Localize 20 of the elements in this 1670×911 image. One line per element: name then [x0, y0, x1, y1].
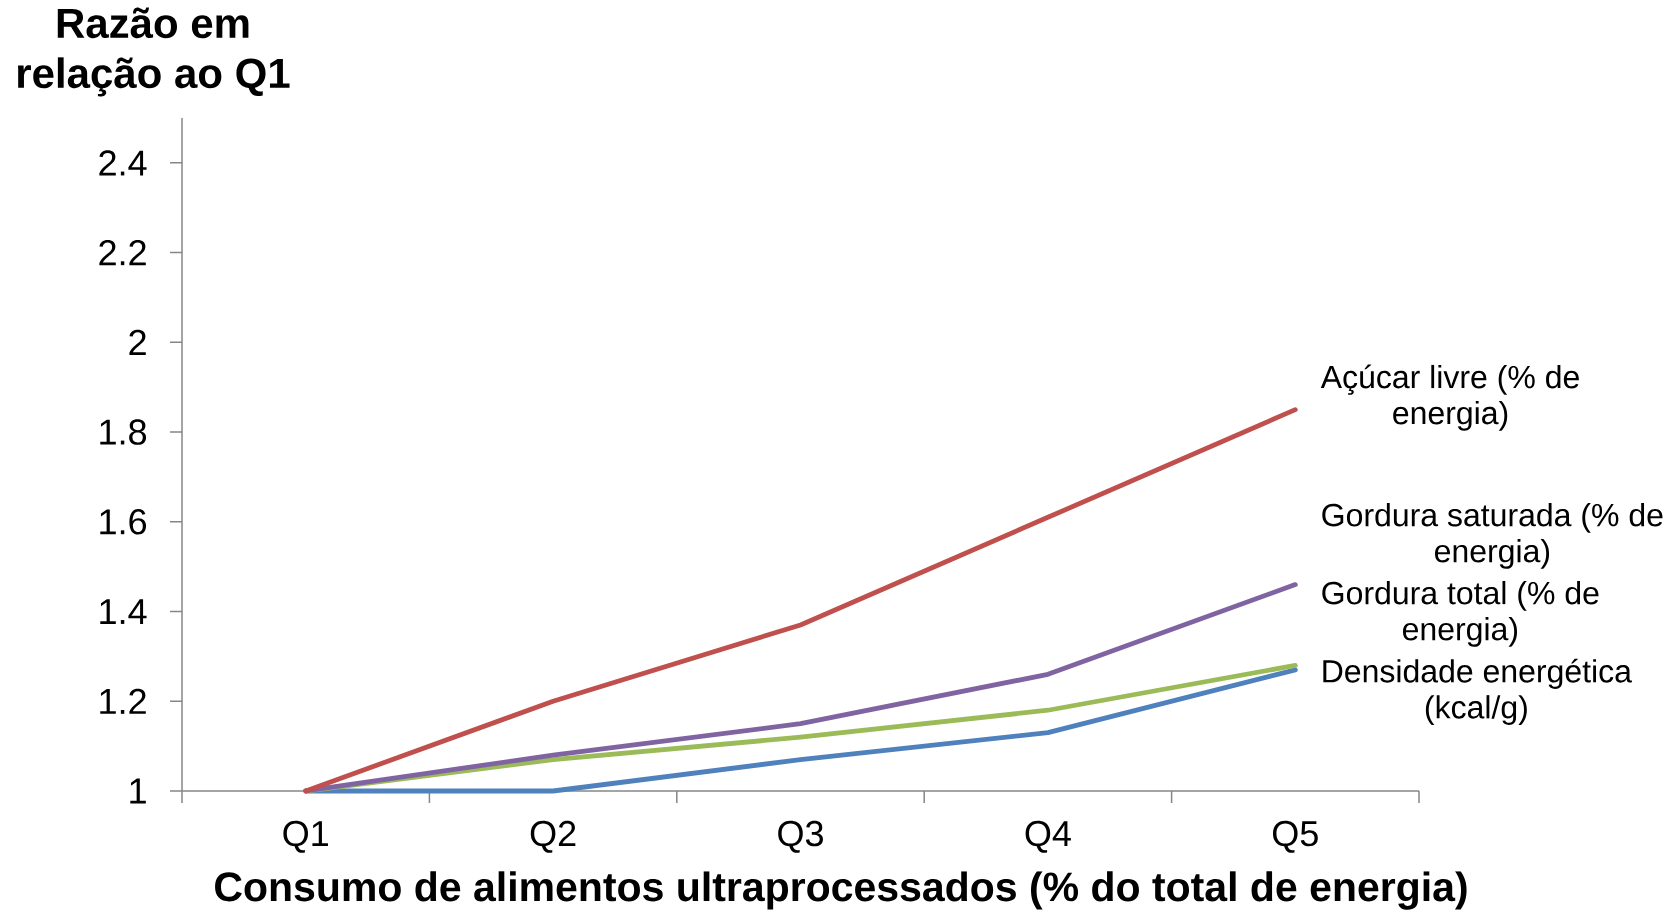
- x-tick-label: Q3: [778, 820, 823, 853]
- y-tick-label: 1.8: [100, 419, 147, 445]
- x-tick-label: Q5: [1273, 820, 1318, 853]
- x-axis-title: Consumo de alimentos ultraprocessados (% do total de energia): [215, 871, 1467, 910]
- x-tick-label: Q2: [530, 820, 576, 853]
- y-tick-label: 1.6: [100, 509, 147, 535]
- series-label: Gordura saturada (% de energia): [1322, 502, 1663, 569]
- y-tick-label: 1.2: [100, 688, 146, 714]
- y-tick-label: 2: [129, 329, 146, 355]
- y-tick-label: 2.4: [99, 150, 147, 176]
- y-tick-label: 1.4: [100, 599, 147, 624]
- line-series: [303, 407, 1298, 794]
- y-tick-label: 1: [130, 778, 146, 804]
- x-tick-label: Q1: [283, 820, 328, 853]
- series-label: Densidade energética (kcal/g): [1323, 658, 1632, 725]
- y-axis-title: Razão em relação ao Q1: [18, 7, 290, 97]
- x-tick-label: Q4: [1025, 820, 1071, 853]
- series-label: Gordura total (% de energia): [1322, 580, 1599, 647]
- series-label: Açúcar livre (% de energia): [1320, 364, 1579, 431]
- y-tick-label: 2.2: [99, 240, 146, 266]
